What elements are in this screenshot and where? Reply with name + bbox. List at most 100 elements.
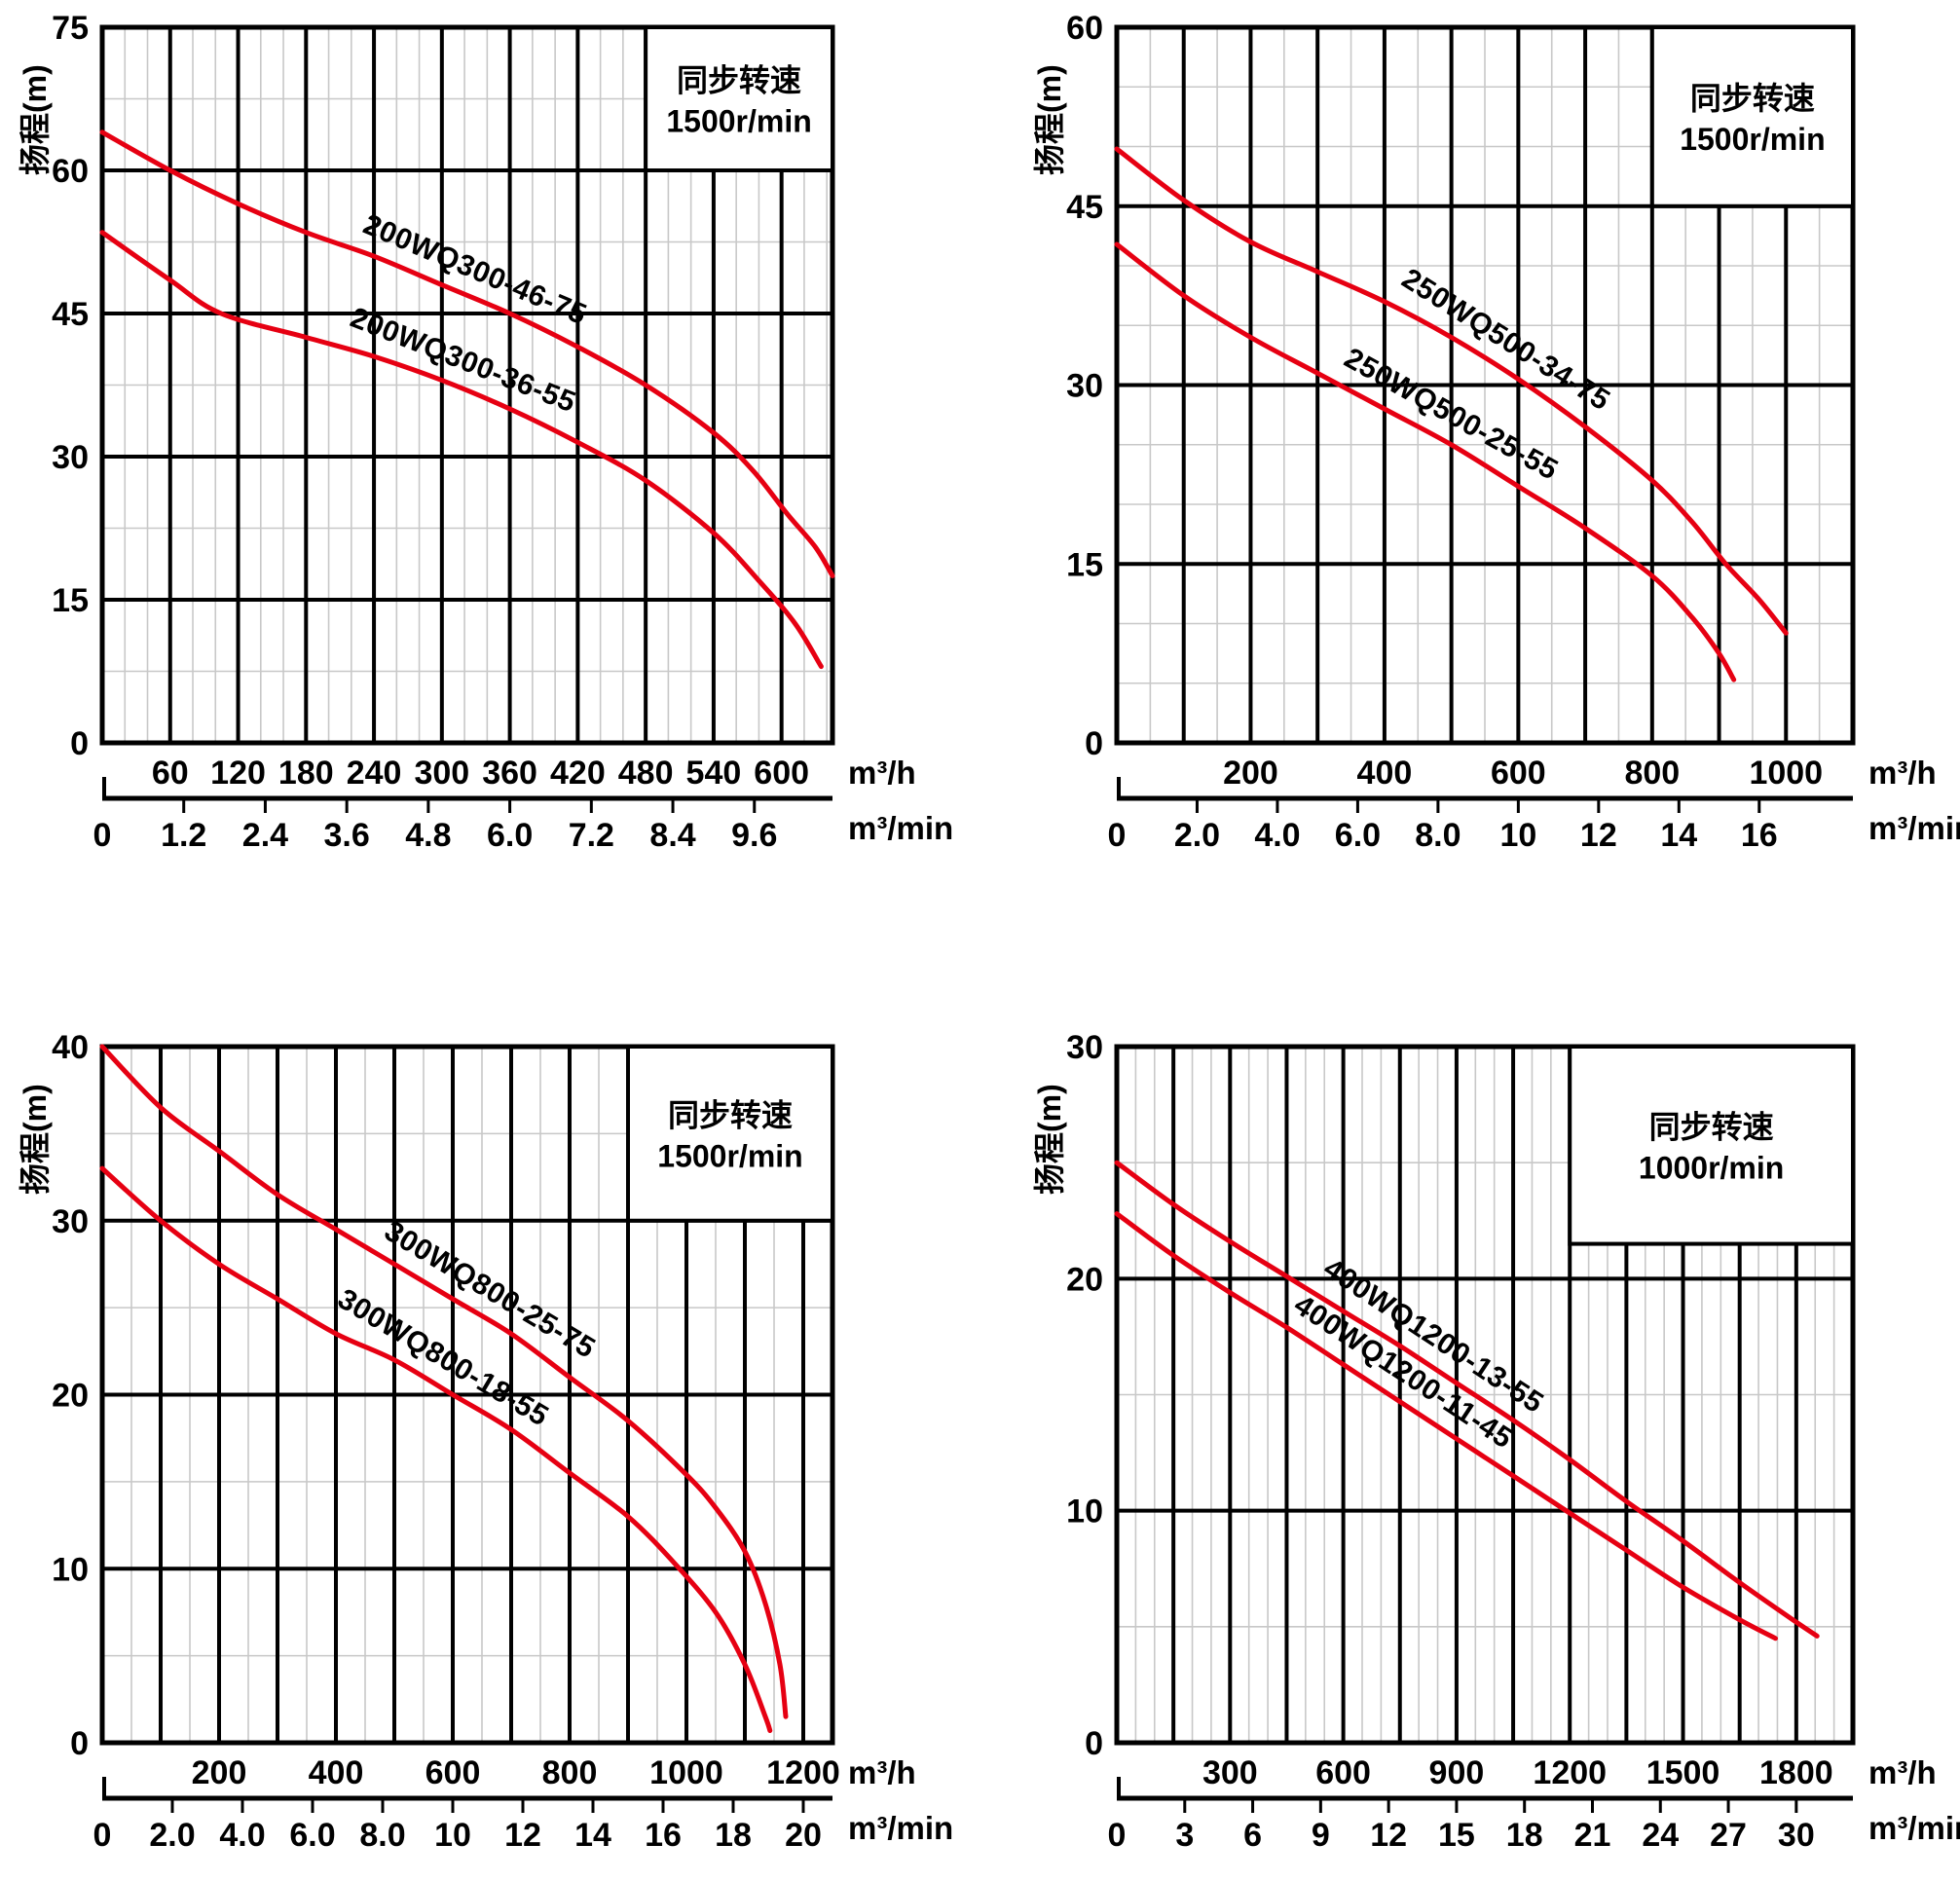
- x-tick-label-h: 1500: [1646, 1754, 1720, 1791]
- x-tick-label-min: 8.4: [649, 817, 695, 854]
- x-tick-label-h: 60: [152, 755, 189, 792]
- speed-note-box: [644, 25, 834, 172]
- x-tick-label-h: 200: [192, 1754, 247, 1791]
- y-tick-label: 30: [1066, 368, 1103, 405]
- x-tick-label-h: 180: [278, 755, 334, 792]
- x-tick-label-min: 3: [1175, 1817, 1194, 1854]
- x-tick-label-min: 8.0: [1415, 817, 1461, 854]
- pump-chart-300WQ800: 同步转速1500r/min300WQ800-25-75300WQ800-18-5…: [18, 1029, 953, 1854]
- speed-note-box: [1649, 25, 1856, 208]
- x-unit-primary: m³/h: [848, 1754, 916, 1790]
- x-tick-label-h: 300: [1202, 1754, 1258, 1791]
- x-tick-label-h: 1000: [1749, 755, 1823, 792]
- x-tick-label-min: 12: [1580, 817, 1617, 854]
- x-tick-label-min: 6.0: [289, 1817, 335, 1854]
- curve-300WQ800-25-75: [99, 1044, 789, 1719]
- x-tick-label-h: 400: [1357, 755, 1413, 792]
- y-tick-label: 15: [1066, 546, 1103, 583]
- pump-chart-250WQ500: 同步转速1500r/min250WQ500-34-75250WQ500-25-5…: [1032, 10, 1960, 854]
- x-unit-secondary: m³/min: [848, 1810, 953, 1846]
- x-tick-label-h: 240: [347, 755, 402, 792]
- y-tick-label: 0: [70, 1725, 89, 1762]
- x-tick-label-h: 600: [1315, 1754, 1371, 1791]
- y-tick-label: 0: [70, 725, 89, 762]
- x-tick-label-h: 480: [618, 755, 674, 792]
- speed-note-line1: 同步转速: [1649, 1109, 1774, 1144]
- y-axis-title: 扬程(m): [1032, 1084, 1067, 1195]
- pump-chart-200WQ300: 同步转速1500r/min200WQ300-46-75200WQ300-36-5…: [18, 10, 953, 854]
- y-tick-label: 20: [1066, 1261, 1103, 1298]
- x-tick-label-min: 24: [1642, 1817, 1679, 1854]
- curve-250WQ500-25-55: [1114, 241, 1737, 682]
- x-tick-label-h: 420: [550, 755, 606, 792]
- y-tick-label: 60: [52, 153, 89, 190]
- plot-border: [99, 24, 835, 746]
- y-tick-label: 75: [52, 10, 89, 47]
- x-tick-label-h: 600: [425, 1754, 481, 1791]
- x-tick-label-h: 540: [686, 755, 742, 792]
- x-unit-primary: m³/h: [848, 755, 916, 791]
- y-tick-label: 10: [52, 1551, 89, 1588]
- x-tick-label-min: 10: [434, 1817, 471, 1854]
- x-tick-label-min: 12: [504, 1817, 541, 1854]
- curve-200WQ300-36-55: [99, 230, 824, 670]
- x-tick-label-min: 0: [1108, 817, 1127, 854]
- y-tick-label: 10: [1066, 1494, 1103, 1531]
- pump-chart-400WQ1200: 同步转速1000r/min400WQ1200-13-55400WQ1200-11…: [1032, 1029, 1960, 1854]
- curve-300WQ800-18-55: [99, 1165, 773, 1733]
- x-tick-label-min: 0: [93, 1817, 112, 1854]
- curve-400WQ1200-11-45: [1114, 1211, 1778, 1641]
- x-tick-label-min: 2.4: [242, 817, 288, 854]
- y-tick-label: 45: [1066, 189, 1103, 226]
- x-unit-primary: m³/h: [1868, 1754, 1937, 1790]
- x-unit-secondary: m³/min: [1868, 810, 1960, 846]
- speed-note-box: [1568, 1045, 1855, 1246]
- y-tick-label: 20: [52, 1378, 89, 1415]
- x-tick-label-min: 8.0: [359, 1817, 405, 1854]
- x-tick-label-min: 30: [1778, 1817, 1815, 1854]
- y-axis-title: 扬程(m): [18, 1084, 53, 1195]
- x-tick-label-min: 21: [1574, 1817, 1611, 1854]
- x-tick-label-min: 0: [93, 817, 112, 854]
- y-tick-label: 30: [1066, 1029, 1103, 1066]
- x-tick-label-min: 20: [785, 1817, 822, 1854]
- x-tick-label-min: 2.0: [1174, 817, 1220, 854]
- x-unit-secondary: m³/min: [848, 810, 953, 846]
- x-tick-label-h: 1800: [1759, 1754, 1833, 1791]
- speed-note-line1: 同步转速: [668, 1097, 793, 1132]
- y-tick-label: 0: [1085, 725, 1103, 762]
- x-tick-label-h: 800: [1624, 755, 1680, 792]
- speed-note-line1: 同步转速: [677, 63, 801, 98]
- y-tick-label: 30: [52, 439, 89, 476]
- x-tick-label-min: 6: [1243, 1817, 1262, 1854]
- x-tick-label-min: 14: [1660, 817, 1697, 854]
- x-tick-label-min: 4.0: [219, 1817, 265, 1854]
- x-tick-label-min: 18: [715, 1817, 752, 1854]
- x-tick-label-min: 15: [1438, 1817, 1475, 1854]
- y-tick-label: 30: [52, 1203, 89, 1240]
- curve-250WQ500-34-75: [1114, 146, 1789, 636]
- x-tick-label-min: 4.0: [1254, 817, 1300, 854]
- x-tick-label-min: 6.0: [487, 817, 533, 854]
- speed-note-line2: 1500r/min: [666, 104, 811, 139]
- x-tick-label-min: 9: [1312, 1817, 1330, 1854]
- x-tick-label-min: 4.8: [405, 817, 451, 854]
- x-tick-label-h: 900: [1429, 1754, 1485, 1791]
- x-tick-label-min: 7.2: [569, 817, 614, 854]
- x-tick-label-h: 1200: [766, 1754, 840, 1791]
- plot-border: [1114, 24, 1856, 746]
- speed-note-line2: 1500r/min: [657, 1138, 802, 1173]
- x-tick-label-h: 800: [542, 1754, 598, 1791]
- x-tick-label-h: 400: [309, 1754, 364, 1791]
- y-tick-label: 40: [52, 1029, 89, 1066]
- x-unit-primary: m³/h: [1868, 755, 1937, 791]
- x-tick-label-min: 16: [645, 1817, 682, 1854]
- x-tick-label-min: 16: [1741, 817, 1778, 854]
- curve-200WQ300-46-75: [99, 129, 835, 578]
- x-tick-label-h: 120: [210, 755, 266, 792]
- y-axis-title: 扬程(m): [18, 64, 53, 175]
- x-tick-label-min: 14: [574, 1817, 611, 1854]
- y-tick-label: 15: [52, 582, 89, 619]
- plot-border: [99, 1044, 835, 1746]
